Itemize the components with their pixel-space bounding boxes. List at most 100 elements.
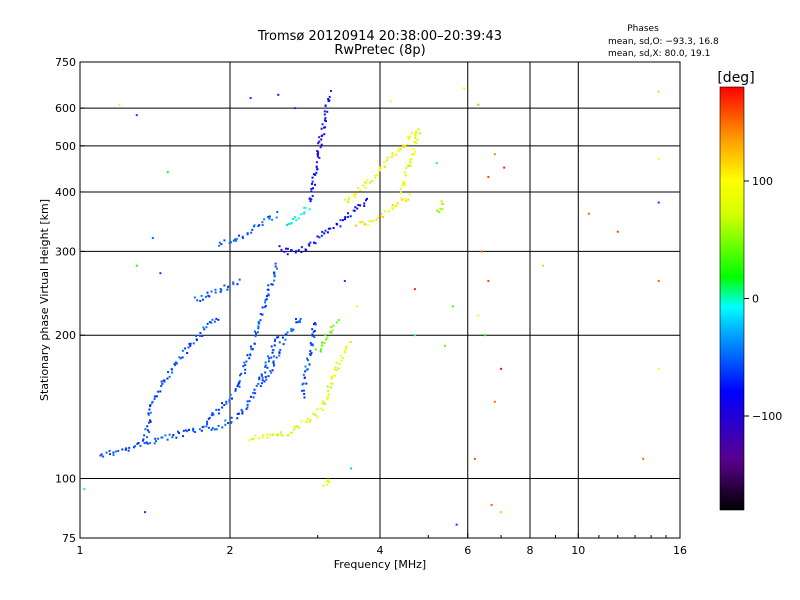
phases-mean-o: mean, sd,O: −93.3, 16.8	[608, 37, 719, 47]
echo-point	[297, 321, 300, 324]
echo-point	[148, 431, 151, 434]
echo-point	[341, 219, 344, 222]
echo-point	[227, 285, 230, 288]
echo-point	[310, 190, 313, 193]
echo-point	[407, 198, 410, 201]
echo-point	[271, 348, 274, 351]
echo-point	[246, 354, 249, 357]
echo-point	[178, 432, 181, 435]
echo-point	[253, 342, 256, 345]
echo-point	[226, 422, 229, 425]
echo-point	[500, 511, 503, 514]
echo-point	[309, 241, 312, 244]
echo-point	[277, 93, 280, 96]
echo-point	[400, 198, 403, 201]
echo-point	[320, 143, 323, 146]
echo-point	[147, 421, 150, 424]
echo-point	[399, 148, 402, 151]
echo-point	[350, 467, 353, 470]
echo-point	[151, 400, 154, 403]
echo-point	[356, 207, 359, 210]
echo-point	[146, 429, 149, 432]
echo-point	[121, 448, 124, 451]
x-tick-label: 2	[227, 544, 234, 557]
echo-point	[202, 425, 205, 428]
y-axis-label: Stationary phase Virtual Height [km]	[38, 199, 51, 401]
echo-point	[657, 157, 660, 160]
echo-point	[243, 361, 246, 364]
echo-point	[372, 219, 375, 222]
echo-point	[278, 245, 281, 248]
echo-point	[278, 341, 281, 344]
echo-point	[343, 351, 346, 354]
echo-point	[148, 408, 151, 411]
echo-point	[238, 380, 241, 383]
echo-point	[254, 334, 257, 337]
echo-point	[240, 408, 243, 411]
echo-point	[371, 180, 374, 183]
echo-point	[148, 442, 151, 445]
echo-point	[303, 211, 306, 214]
echo-point	[323, 341, 326, 344]
echo-point	[261, 223, 264, 226]
echo-point	[490, 503, 493, 506]
echo-point	[220, 243, 223, 246]
echo-point	[271, 351, 274, 354]
echo-point	[306, 421, 309, 424]
y-tick-label: 600	[55, 102, 76, 115]
echo-point	[135, 264, 138, 267]
echo-point	[324, 229, 327, 232]
echo-point	[187, 346, 190, 349]
echo-point	[207, 426, 210, 429]
echo-point	[215, 317, 218, 320]
echo-point	[337, 319, 340, 322]
echo-point	[406, 143, 409, 146]
echo-point	[108, 449, 111, 452]
echo-point	[259, 319, 262, 322]
echo-point	[344, 216, 347, 219]
echo-point	[414, 134, 417, 137]
y-tick-label: 400	[55, 186, 76, 199]
echo-point	[266, 433, 269, 436]
echo-point	[349, 340, 352, 343]
echo-point	[261, 376, 264, 379]
echo-point	[327, 227, 330, 230]
echo-point	[214, 288, 217, 291]
echo-point	[255, 332, 258, 335]
colorbar-tick-label: 100	[752, 175, 773, 188]
echo-point	[286, 223, 289, 226]
echo-point	[154, 437, 157, 440]
echo-point	[411, 153, 414, 156]
echo-point	[330, 331, 333, 334]
echo-point	[258, 437, 261, 440]
echo-point	[253, 388, 256, 391]
echo-point	[278, 354, 281, 357]
echo-point	[192, 342, 195, 345]
echo-point	[392, 207, 395, 210]
echo-point	[314, 348, 317, 351]
x-tick-label: 1	[77, 544, 84, 557]
echo-point	[341, 357, 344, 360]
y-axis-ticks: 75 100 200 300 400 500 600 750	[55, 56, 85, 545]
echo-point	[477, 314, 480, 317]
echo-point	[327, 98, 330, 101]
colorbar-tick-label: 0	[752, 293, 759, 306]
echo-point	[261, 221, 264, 224]
echo-point	[100, 453, 103, 456]
echo-point	[221, 402, 224, 405]
echo-point	[260, 374, 263, 377]
echo-point	[345, 345, 348, 348]
echo-point	[455, 523, 458, 526]
echo-point	[348, 196, 351, 199]
echo-point	[314, 173, 317, 176]
echo-point	[299, 317, 302, 320]
echo-point	[356, 305, 359, 308]
echo-point	[587, 212, 590, 215]
echo-point	[151, 237, 154, 240]
echo-point	[413, 150, 416, 153]
echo-point	[321, 341, 324, 344]
echo-point	[234, 239, 237, 242]
echo-point	[289, 432, 292, 435]
echo-point	[229, 393, 232, 396]
